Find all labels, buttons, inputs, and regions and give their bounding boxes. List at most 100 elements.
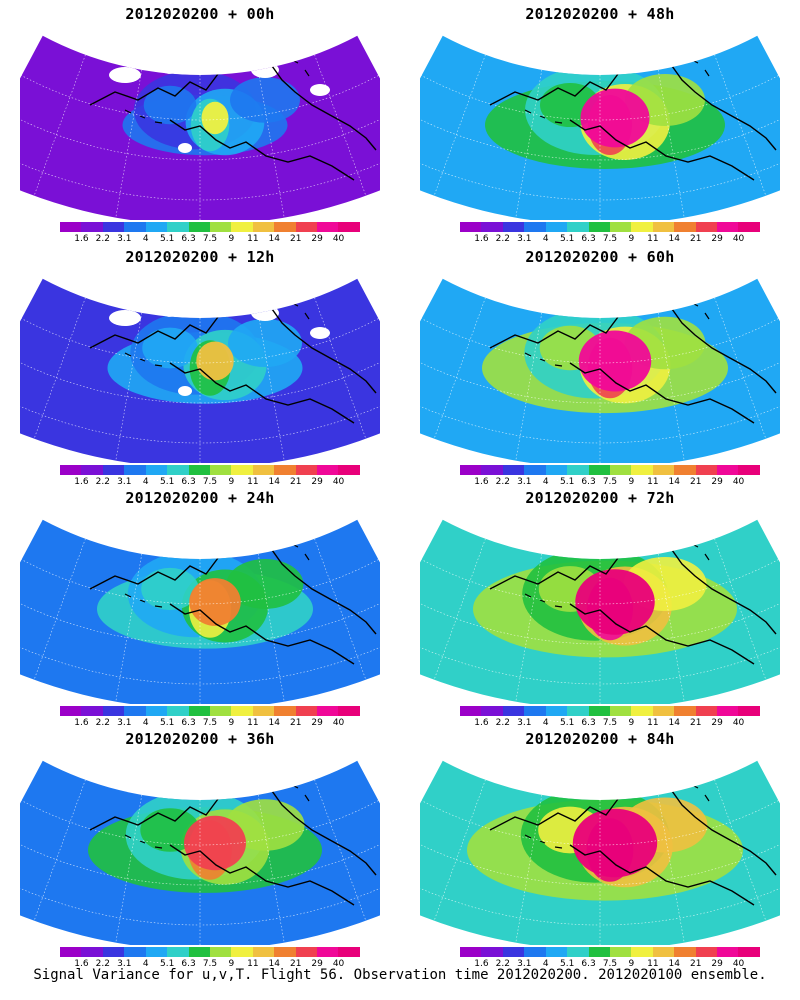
colorbar <box>60 947 360 957</box>
colorbar-swatch <box>188 465 210 475</box>
colorbar-swatch <box>231 706 253 716</box>
colorbar-swatch <box>674 706 696 716</box>
colorbar <box>460 947 760 957</box>
colorbar-tick-label: 11 <box>647 959 659 969</box>
colorbar-swatch <box>695 947 718 957</box>
forecast-panel: 2012020200 + 72h 1.6 2.2 3.1 4 5.1 6.3 7.5 9 11 14… <box>400 484 800 734</box>
colorbar-swatch <box>188 706 210 716</box>
colorbar-swatch <box>481 222 503 232</box>
colorbar-tick-label: 21 <box>689 718 702 728</box>
colorbar <box>60 465 360 475</box>
colorbar-swatch <box>188 222 210 232</box>
forecast-panel: 2012020200 + 48h 1.6 2.2 3.1 4 5.1 6.3 7.5 9 11 14… <box>400 0 800 250</box>
colorbar-swatch <box>717 465 739 475</box>
colorbar-tick-label: 1.6 <box>74 477 89 487</box>
colorbar-tick-label: 21 <box>289 718 302 728</box>
colorbar-swatch <box>631 706 653 716</box>
colorbar-tick-label: 21 <box>289 959 302 969</box>
colorbar-tick-label: 40 <box>332 477 345 487</box>
colorbar-swatch <box>81 222 103 232</box>
colorbar-tick-label: 4 <box>542 718 549 728</box>
colorbar-swatch <box>502 222 525 232</box>
colorbar-tick-label: 5.1 <box>559 959 575 969</box>
colorbar-tick-label: 14 <box>268 477 281 487</box>
colorbar-tick-label: 11 <box>247 477 259 487</box>
colorbar-tick-label: 9 <box>628 477 635 487</box>
colorbar-tick-label: 5.1 <box>559 477 575 487</box>
colorbar-swatch <box>567 947 589 957</box>
colorbar <box>460 706 760 716</box>
colorbar-swatch <box>588 947 610 957</box>
colorbar-tick-label: 4 <box>142 477 149 487</box>
colorbar-tick-label: 1.6 <box>74 959 89 969</box>
colorbar-tick-label: 9 <box>628 718 635 728</box>
colorbar-tick-label: 40 <box>732 234 745 244</box>
colorbar-tick-label: 29 <box>311 959 323 969</box>
colorbar-swatch <box>738 465 760 475</box>
colorbar-swatch <box>481 465 503 475</box>
colorbar-swatch <box>609 465 632 475</box>
colorbar-tick-label: 2.2 <box>95 477 111 487</box>
colorbar-swatch <box>317 947 339 957</box>
colorbar-labels: 1.6 2.2 3.1 4 5.1 6.3 7.5 9 11 14 21 29 40 <box>60 477 360 489</box>
colorbar-labels: 1.6 2.2 3.1 4 5.1 6.3 7.5 9 11 14 21 29 40 <box>460 477 760 489</box>
colorbar-tick-label: 11 <box>247 718 259 728</box>
colorbar-swatch <box>81 706 103 716</box>
colorbar-swatch <box>295 465 318 475</box>
colorbar-swatch <box>652 706 675 716</box>
colorbar-labels: 1.6 2.2 3.1 4 5.1 6.3 7.5 9 11 14 21 29 40 <box>460 718 760 730</box>
colorbar-tick-label: 7.5 <box>602 959 618 969</box>
colorbar-tick-label: 5.1 <box>159 477 175 487</box>
forecast-panel: 2012020200 + 84h 1.6 2.2 3.1 4 5.1 6.3 7.5 9 11 14… <box>400 725 800 975</box>
colorbar-tick-label: 1.6 <box>474 477 489 487</box>
colorbar-tick-label: 3.1 <box>117 718 132 728</box>
colorbar-swatch <box>695 465 718 475</box>
colorbar-tick-label: 7.5 <box>602 477 618 487</box>
colorbar-swatch <box>460 706 482 716</box>
colorbar-swatch <box>252 947 275 957</box>
colorbar-tick-label: 11 <box>647 477 659 487</box>
colorbar-swatch <box>295 947 318 957</box>
colorbar-tick-label: 29 <box>711 234 723 244</box>
variance-map <box>20 35 380 220</box>
colorbar-tick-label: 5.1 <box>159 959 175 969</box>
variance-map <box>420 35 780 220</box>
colorbar-swatch <box>717 706 739 716</box>
colorbar-tick-label: 7.5 <box>202 234 218 244</box>
colorbar-swatch <box>545 706 568 716</box>
variance-map <box>420 519 780 704</box>
colorbar-swatch <box>124 706 146 716</box>
colorbar-swatch <box>167 706 189 716</box>
colorbar-swatch <box>231 947 253 957</box>
colorbar-tick-label: 2.2 <box>495 477 511 487</box>
colorbar-tick-label: 7.5 <box>602 234 618 244</box>
colorbar-swatch <box>209 465 232 475</box>
colorbar-tick-label: 4 <box>142 718 149 728</box>
colorbar-swatch <box>524 465 546 475</box>
colorbar-tick-label: 6.3 <box>181 718 196 728</box>
colorbar-labels: 1.6 2.2 3.1 4 5.1 6.3 7.5 9 11 14 21 29 40 <box>60 959 360 971</box>
colorbar-tick-label: 3.1 <box>517 234 532 244</box>
colorbar-swatch <box>481 947 503 957</box>
colorbar-tick-label: 6.3 <box>181 477 196 487</box>
colorbar-swatch <box>317 465 339 475</box>
colorbar-tick-label: 7.5 <box>602 718 618 728</box>
colorbar-tick-label: 29 <box>311 234 323 244</box>
colorbar-tick-label: 29 <box>711 718 723 728</box>
colorbar-tick-label: 4 <box>542 477 549 487</box>
colorbar-tick-label: 2.2 <box>495 718 511 728</box>
colorbar-swatch <box>545 465 568 475</box>
colorbar-swatch <box>674 222 696 232</box>
variance-map <box>20 278 380 463</box>
colorbar-tick-label: 29 <box>711 477 723 487</box>
colorbar-tick-label: 14 <box>668 234 681 244</box>
colorbar-tick-label: 3.1 <box>117 477 132 487</box>
colorbar-swatch <box>209 706 232 716</box>
colorbar-tick-label: 14 <box>268 959 281 969</box>
colorbar-swatch <box>124 465 146 475</box>
colorbar-tick-label: 7.5 <box>202 477 218 487</box>
colorbar-swatch <box>274 222 296 232</box>
colorbar-tick-label: 5.1 <box>159 234 175 244</box>
colorbar-swatch <box>609 222 632 232</box>
colorbar-swatch <box>167 222 189 232</box>
